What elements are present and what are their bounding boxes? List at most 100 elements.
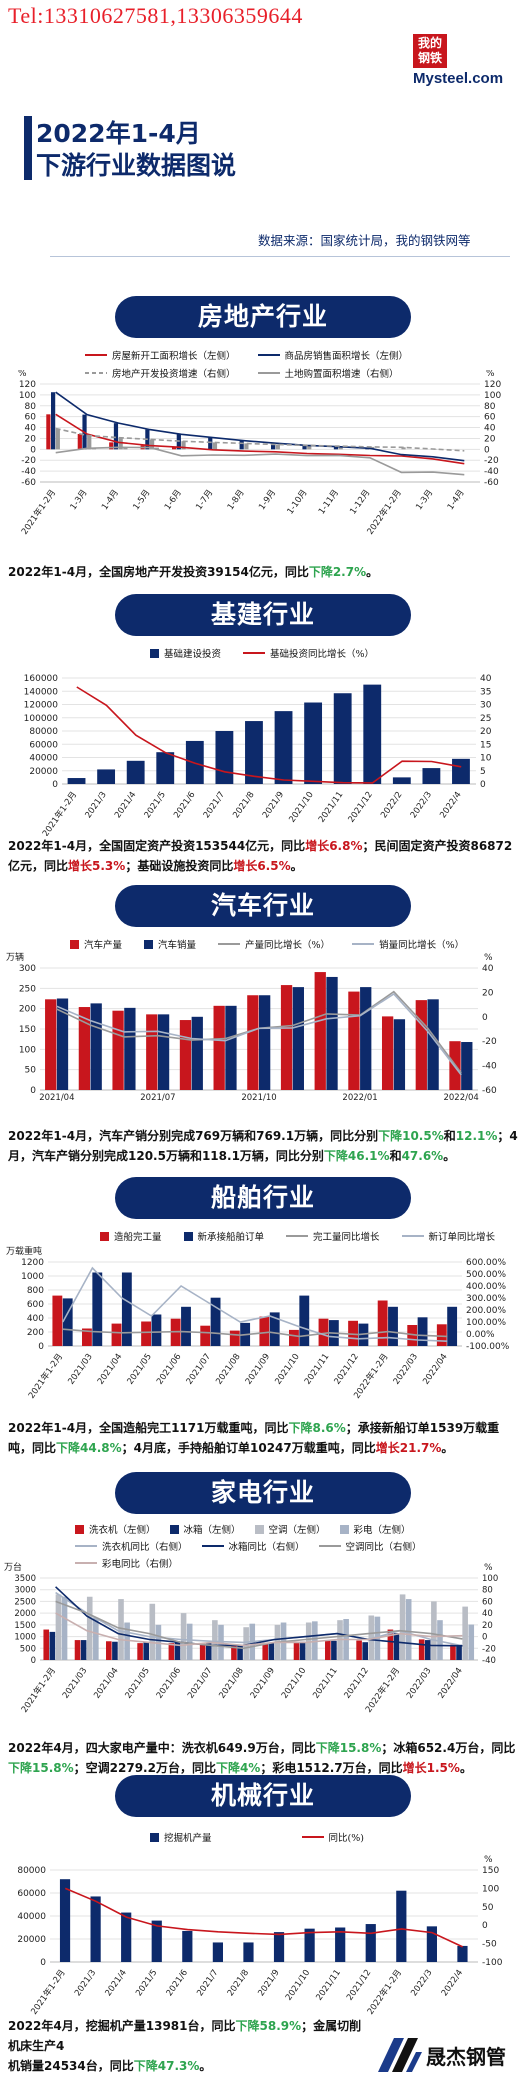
bar: [151, 1920, 162, 1962]
x-tick-label: 2021/8: [226, 1968, 251, 1998]
y2-tick-label: 20: [482, 1621, 493, 1631]
x-tick-label: 2021/12: [347, 790, 375, 825]
x-tick-label: 2021/11: [314, 1968, 342, 2003]
x-tick-label: 1-12月: [348, 488, 372, 517]
y2-tick-label: 25: [480, 714, 491, 724]
bar: [56, 998, 69, 1090]
bar: [112, 1641, 118, 1660]
bar: [143, 1642, 149, 1660]
bar: [231, 1644, 237, 1660]
x-tick-label: 2021/07: [186, 1666, 214, 1701]
x-tick-label: 2021/11: [303, 1352, 331, 1387]
logo-mid-text: 钢铁: [417, 51, 442, 65]
x-tick-label: 2022/2: [379, 790, 404, 820]
y-tick-label: 0: [52, 780, 58, 790]
x-tick-label: 2021/5: [143, 790, 168, 820]
bar: [335, 1927, 346, 1962]
y2-tick-label: 40: [484, 424, 496, 434]
bar: [126, 760, 145, 784]
y2-tick-label: 100: [482, 1574, 498, 1584]
y2-tick-label: -40: [482, 1062, 497, 1072]
x-tick-label: 2021/11: [311, 1666, 339, 1701]
bar: [377, 1300, 388, 1346]
bar: [304, 1928, 315, 1962]
bar: [181, 1306, 191, 1346]
y-tick-label: 40: [25, 424, 37, 434]
bar: [422, 768, 441, 784]
series-line: [55, 1591, 463, 1647]
y-unit-label: 万台: [4, 1562, 22, 1573]
x-tick-label: 2022/03: [392, 1352, 420, 1387]
bar: [168, 1643, 175, 1660]
bar: [229, 1330, 240, 1346]
bar: [45, 999, 57, 1090]
y2-tick-label: 35: [480, 687, 491, 697]
legend-item: 基础建设投资: [150, 646, 221, 660]
x-tick-label: 2021/09: [244, 1352, 272, 1387]
bar: [426, 1926, 437, 1962]
bar: [118, 1599, 124, 1660]
bar: [213, 1005, 225, 1090]
x-tick-label: 2021/10: [287, 790, 315, 825]
bar: [243, 1942, 254, 1962]
y-tick-label: 400: [27, 1314, 44, 1324]
bar: [111, 1323, 122, 1346]
bar: [93, 1617, 99, 1660]
note-appliance: 2022年4月，四大家电产量中：洗衣机649.9万台，同比下降15.8%；冰箱6…: [8, 1741, 516, 1775]
x-tick-label: 2021/07: [140, 1093, 175, 1103]
bar: [338, 446, 343, 450]
note-infrastructure: 2022年1-4月，全国固定资产投资153544亿元，同比增长6.8%；民间固定…: [8, 839, 513, 873]
x-tick-label: 1-8月: [226, 488, 247, 512]
y2-tick-label: 0: [480, 780, 486, 790]
bar: [318, 1318, 329, 1346]
x-tick-label: 2021/09: [249, 1666, 277, 1701]
x-tick-label: 1-3月: [69, 488, 90, 512]
series-line: [55, 1612, 463, 1647]
bar: [80, 1640, 87, 1660]
x-tick-label: 2021/11: [317, 790, 345, 825]
x-tick-label: 2021/05: [124, 1666, 152, 1701]
series-line: [56, 992, 462, 1076]
x-tick-label: 1-9月: [257, 488, 278, 512]
y-tick-label: 300: [19, 964, 36, 974]
y2-tick-label: 10: [480, 754, 492, 764]
y-tick-label: 60000: [29, 740, 58, 750]
bar: [259, 1316, 270, 1346]
banner-ship: 船舶行业: [115, 1177, 411, 1219]
y-tick-label: 250: [19, 984, 36, 994]
y2-tick-label: 40: [482, 964, 494, 974]
series-line: [55, 1600, 463, 1650]
series-line: [62, 1266, 448, 1342]
bar: [325, 1640, 331, 1660]
y-tick-label: 140000: [24, 687, 59, 697]
y2-tick-label: -40: [482, 1656, 496, 1666]
legend-item: 完工量同比增长: [286, 1229, 380, 1243]
x-tick-label: 2021/06: [155, 1352, 183, 1387]
bar: [218, 1624, 224, 1660]
bar: [210, 1297, 221, 1346]
x-tick-label: 2021年1-2月: [29, 1967, 68, 2016]
bar: [333, 693, 352, 784]
bar: [305, 1622, 312, 1660]
y2-tick-label: 0: [482, 1921, 488, 1931]
y-tick-label: 1000: [21, 1272, 44, 1282]
y-tick-label: 40000: [17, 1912, 46, 1922]
y-tick-label: 80: [25, 402, 37, 412]
y2-tick-label: 20: [480, 727, 492, 737]
bar: [392, 777, 411, 784]
bar: [106, 1641, 112, 1660]
y-tick-label: 0: [31, 1656, 36, 1666]
y-tick-label: 100000: [24, 714, 59, 724]
bar: [151, 1314, 162, 1346]
bar: [181, 441, 186, 450]
bar: [245, 721, 263, 784]
y2-tick-label: 40: [482, 1609, 493, 1619]
bar: [157, 1014, 170, 1090]
y-tick-label: 150: [19, 1025, 36, 1035]
bar: [82, 1328, 92, 1346]
legend-item: 冰箱同比（右侧）: [201, 1539, 305, 1553]
bar: [275, 444, 280, 450]
y2-tick-label: 100: [484, 391, 501, 401]
x-tick-label: 2021/3: [83, 790, 108, 820]
y2-tick-label: 200.00%: [466, 1306, 506, 1316]
